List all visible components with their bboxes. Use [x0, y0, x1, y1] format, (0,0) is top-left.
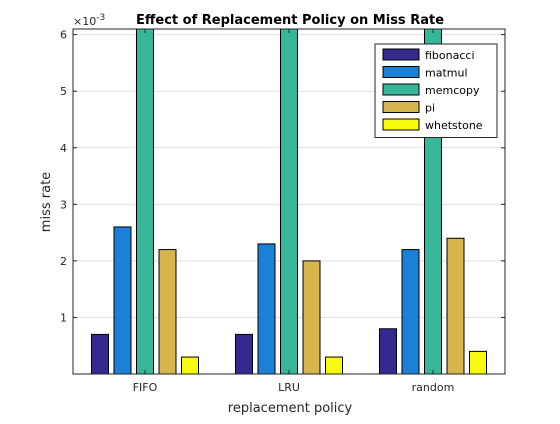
- y-exponent-label: ×10-3: [73, 13, 105, 28]
- x-tick-label: LRU: [278, 381, 300, 394]
- y-tick-label: 3: [60, 198, 67, 211]
- bar-fibonacci-lru: [235, 333, 253, 375]
- legend-swatch-pi: [382, 101, 420, 113]
- ticks-layer: 1 2 3 4 5 6 FIFO LRU random: [60, 29, 505, 394]
- y-tick-label: 1: [60, 311, 67, 324]
- bar-pi-random: [446, 237, 465, 375]
- bar-pi-fifo: [158, 249, 177, 375]
- legend-label-pi: pi: [425, 102, 435, 115]
- x-axis-label: replacement policy: [228, 401, 353, 416]
- legend: fibonacci matmul memcopy pi whetstone: [374, 43, 498, 138]
- legend-swatch-whetstone: [382, 118, 420, 131]
- x-tick-label: FIFO: [133, 381, 158, 394]
- y-exponent-base: ×10: [73, 15, 96, 28]
- legend-swatch-matmul: [382, 66, 420, 78]
- bar-matmul-random: [401, 249, 420, 375]
- legend-label-matmul: matmul: [425, 67, 468, 80]
- bar-matmul-lru: [257, 243, 276, 375]
- bar-pi-lru: [302, 260, 321, 375]
- y-tick-label: 4: [60, 142, 67, 155]
- bar-matmul-fifo: [113, 226, 132, 375]
- bar-memcopy-fifo: [136, 28, 154, 375]
- bar-whetstone-fifo: [181, 356, 199, 375]
- legend-label-fibonacci: fibonacci: [425, 49, 475, 62]
- bar-fibonacci-fifo: [91, 333, 109, 375]
- y-tick-label: 6: [60, 29, 67, 42]
- y-tick-label: 2: [60, 255, 67, 268]
- legend-label-whetstone: whetstone: [425, 119, 483, 132]
- legend-swatch-fibonacci: [382, 48, 420, 61]
- y-axis-label: miss rate: [39, 172, 54, 232]
- chart-title: Effect of Replacement Policy on Miss Rat…: [136, 13, 444, 28]
- bar-whetstone-random: [469, 350, 487, 375]
- bar-fibonacci-random: [379, 328, 397, 375]
- legend-swatch-memcopy: [382, 83, 420, 96]
- legend-label-memcopy: memcopy: [425, 84, 480, 97]
- x-tick-label: random: [412, 381, 455, 394]
- bar-whetstone-lru: [325, 356, 343, 375]
- y-exponent-power: -3: [96, 13, 105, 23]
- bar-memcopy-lru: [280, 28, 298, 375]
- y-tick-label: 5: [60, 85, 67, 98]
